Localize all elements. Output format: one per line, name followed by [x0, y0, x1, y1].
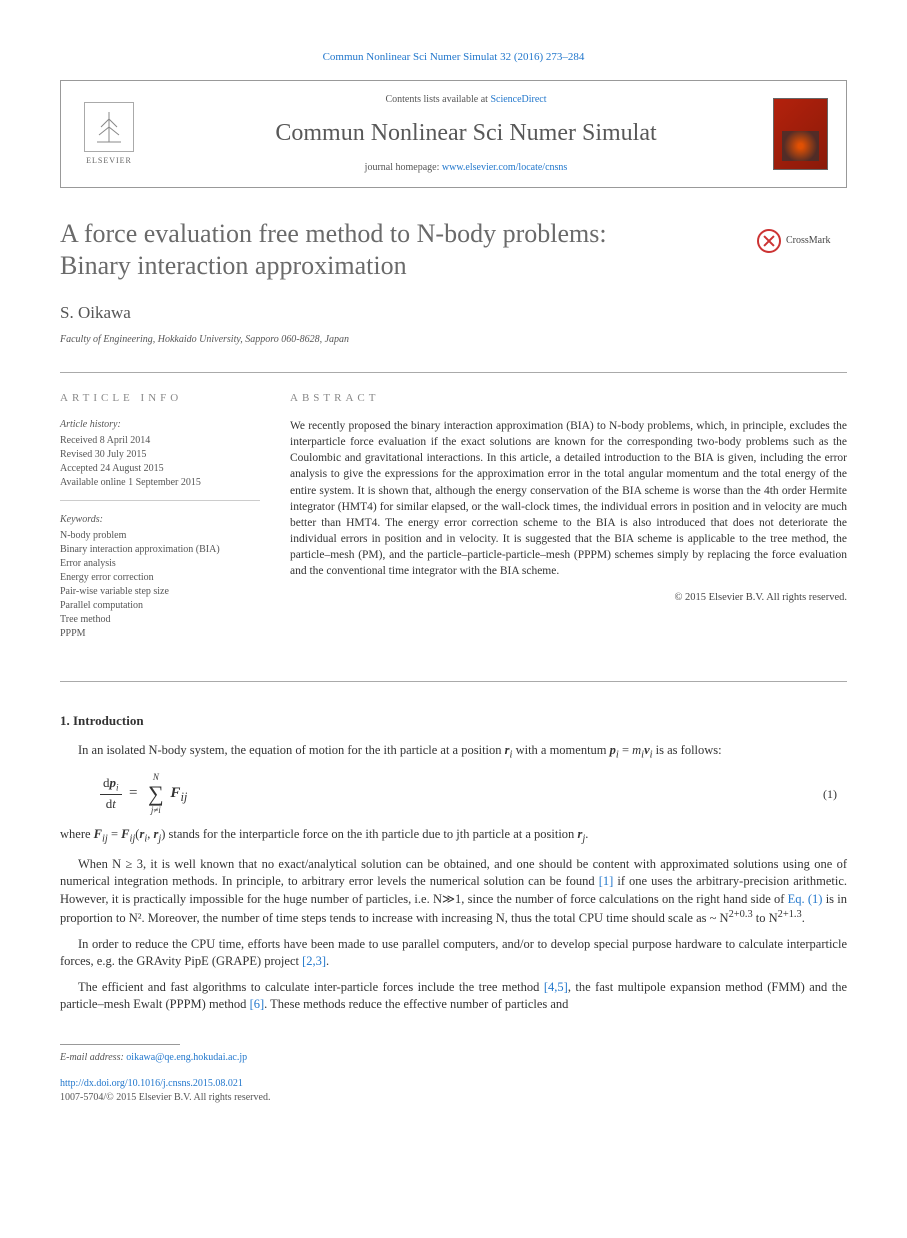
title-line-1: A force evaluation free method to N-body…	[60, 219, 607, 248]
article-info-heading: ARTICLE INFO	[60, 391, 260, 406]
article-title: A force evaluation free method to N-body…	[60, 218, 847, 283]
sciencedirect-link[interactable]: ScienceDirect	[490, 94, 546, 105]
elsevier-tree-icon	[84, 102, 134, 152]
homepage-link[interactable]: www.elsevier.com/locate/cnsns	[442, 162, 567, 173]
section-1-heading: 1. Introduction	[60, 712, 847, 730]
abstract-column: ABSTRACT We recently proposed the binary…	[290, 391, 847, 663]
footnote-rule	[60, 1044, 180, 1045]
intro-para-5: The efficient and fast algorithms to cal…	[60, 979, 847, 1014]
history-item: Revised 30 July 2015	[60, 448, 260, 462]
ref-4-5-link[interactable]: [4,5]	[544, 980, 568, 994]
keyword-item: Error analysis	[60, 557, 260, 571]
info-abstract-row: ARTICLE INFO Article history: Received 8…	[60, 372, 847, 682]
journal-name: Commun Nonlinear Sci Numer Simulat	[159, 117, 773, 151]
ref-2-3-link[interactable]: [2,3]	[302, 954, 326, 968]
keyword-item: N-body problem	[60, 529, 260, 543]
eq-1-link[interactable]: Eq. (1)	[788, 892, 823, 906]
history-item: Available online 1 September 2015	[60, 476, 260, 490]
keywords-block: Keywords: N-body problem Binary interact…	[60, 513, 260, 651]
author-email-link[interactable]: oikawa@qe.eng.hokudai.ac.jp	[126, 1052, 247, 1063]
doi-link[interactable]: http://dx.doi.org/10.1016/j.cnsns.2015.0…	[60, 1078, 243, 1089]
crossmark-label: CrossMark	[786, 234, 830, 248]
elsevier-label: ELSEVIER	[86, 155, 132, 166]
issn-copyright: 1007-5704/© 2015 Elsevier B.V. All right…	[60, 1092, 270, 1103]
doi-block: http://dx.doi.org/10.1016/j.cnsns.2015.0…	[60, 1077, 847, 1105]
equation-1-number: (1)	[823, 786, 837, 803]
intro-para-1: In an isolated N-body system, the equati…	[60, 742, 847, 763]
abstract-copyright: © 2015 Elsevier B.V. All rights reserved…	[290, 591, 847, 606]
keyword-item: Binary interaction approximation (BIA)	[60, 543, 260, 557]
para3-e: .	[802, 911, 805, 925]
intro-para-2: where Fij = Fij(ri, rj) stands for the i…	[60, 826, 847, 847]
contents-prefix: Contents lists available at	[385, 94, 490, 105]
keyword-item: PPPM	[60, 627, 260, 641]
ref-6-link[interactable]: [6]	[250, 997, 265, 1011]
equation-1: dpidt = N∑j≠i Fij	[100, 771, 823, 816]
email-footnote: E-mail address: oikawa@qe.eng.hokudai.ac…	[60, 1051, 847, 1065]
journal-header: ELSEVIER Contents lists available at Sci…	[60, 80, 847, 188]
ref-1-link[interactable]: [1]	[599, 874, 614, 888]
equation-1-row: dpidt = N∑j≠i Fij (1)	[100, 771, 847, 816]
para2-b: stands for the interparticle force on th…	[165, 827, 577, 841]
intro-para-3: When N ≥ 3, it is well known that no exa…	[60, 856, 847, 928]
intro-para-4: In order to reduce the CPU time, efforts…	[60, 936, 847, 971]
keyword-item: Energy error correction	[60, 571, 260, 585]
keyword-item: Pair-wise variable step size	[60, 585, 260, 599]
keyword-item: Parallel computation	[60, 599, 260, 613]
article-info-column: ARTICLE INFO Article history: Received 8…	[60, 391, 260, 663]
author-affiliation: Faculty of Engineering, Hokkaido Univers…	[60, 333, 847, 347]
homepage-prefix: journal homepage:	[365, 162, 442, 173]
para5-a: The efficient and fast algorithms to cal…	[78, 980, 544, 994]
article-history-block: Article history: Received 8 April 2014 R…	[60, 418, 260, 501]
journal-cover-thumbnail	[773, 98, 828, 170]
para4-a: In order to reduce the CPU time, efforts…	[60, 937, 847, 969]
para1-a: In an isolated N-body system, the equati…	[78, 743, 505, 757]
para3-exp2: 2+1.3	[778, 909, 802, 920]
crossmark-icon	[757, 229, 781, 253]
para2-a: where	[60, 827, 94, 841]
para3-exp1: 2+0.3	[729, 909, 753, 920]
history-label: Article history:	[60, 418, 260, 432]
para4-b: .	[326, 954, 329, 968]
title-line-2: Binary interaction approximation	[60, 251, 407, 280]
history-item: Received 8 April 2014	[60, 434, 260, 448]
top-citation: Commun Nonlinear Sci Numer Simulat 32 (2…	[60, 50, 847, 65]
para1-b: with a momentum	[512, 743, 609, 757]
elsevier-logo: ELSEVIER	[79, 99, 139, 169]
crossmark-badge[interactable]: CrossMark	[757, 226, 847, 256]
contents-available: Contents lists available at ScienceDirec…	[159, 93, 773, 107]
header-center: Contents lists available at ScienceDirec…	[159, 93, 773, 175]
abstract-heading: ABSTRACT	[290, 391, 847, 406]
author-name: S. Oikawa	[60, 301, 847, 325]
history-item: Accepted 24 August 2015	[60, 462, 260, 476]
abstract-text: We recently proposed the binary interact…	[290, 418, 847, 579]
para1-c: is as follows:	[653, 743, 722, 757]
keyword-item: Tree method	[60, 613, 260, 627]
email-label: E-mail address:	[60, 1052, 126, 1063]
keywords-label: Keywords:	[60, 513, 260, 527]
para3-d: to N	[753, 911, 778, 925]
homepage-line: journal homepage: www.elsevier.com/locat…	[159, 161, 773, 175]
para5-c: . These methods reduce the effective num…	[264, 997, 568, 1011]
para2-c: .	[585, 827, 588, 841]
